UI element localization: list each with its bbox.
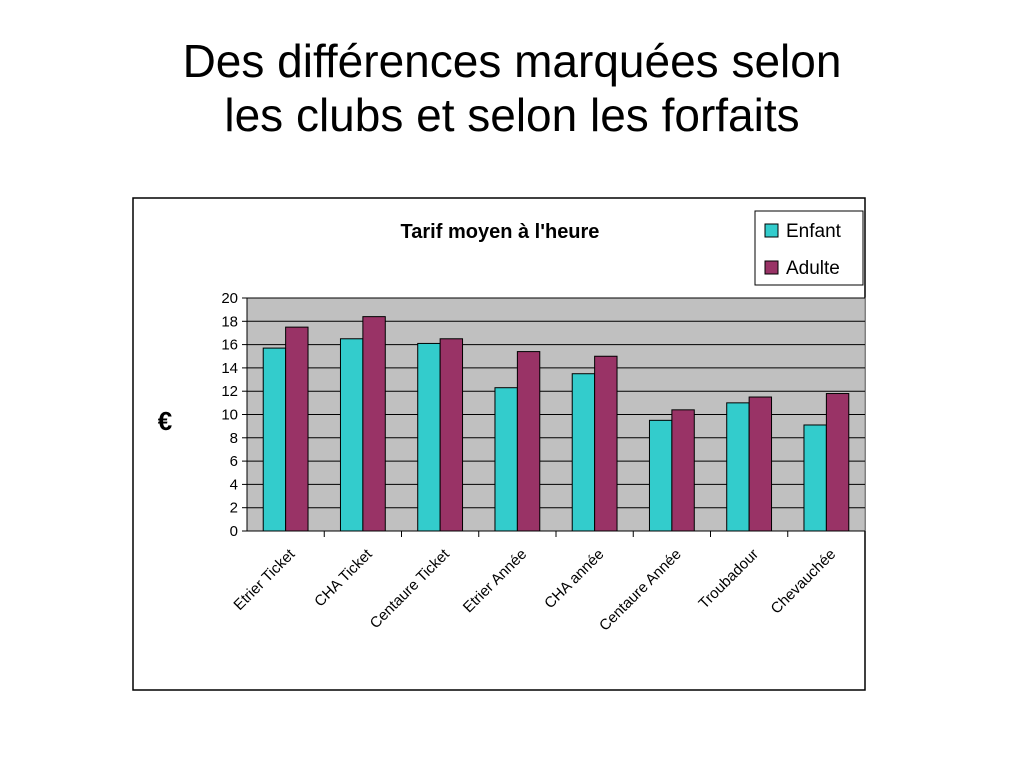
y-tick-label: 16 [221, 337, 238, 354]
bar-adulte-3 [439, 338, 464, 532]
y-tick-label: 18 [221, 313, 238, 330]
bar-enfant-6 [648, 419, 673, 532]
y-tick-label: 2 [230, 500, 238, 517]
bar-enfant-3 [417, 342, 441, 532]
bar-adulte-8 [825, 393, 850, 532]
y-tick-label: 0 [230, 523, 238, 540]
y-axis-label: € [158, 406, 172, 436]
slide-title: Des différences marquées selon les clubs… [0, 34, 1024, 142]
bar-enfant-7 [726, 402, 750, 532]
bar-enfant-5 [571, 373, 596, 532]
bar-enfant-4 [494, 387, 518, 532]
bar-adulte-1 [285, 326, 309, 532]
slide-title-line-1: Des différences marquées selon [182, 35, 842, 87]
legend-label-enfant: Enfant [786, 221, 842, 242]
bar-adulte-2 [362, 316, 386, 532]
y-tick-label: 6 [230, 453, 238, 470]
bar-enfant-2 [339, 338, 364, 532]
y-tick-label: 8 [230, 430, 238, 447]
legend-swatch-enfant [764, 223, 779, 238]
y-tick-label: 14 [221, 360, 238, 377]
bar-enfant-8 [803, 424, 827, 532]
legend: Enfant Adulte [754, 210, 864, 286]
chart-title: Tarif moyen à l'heure [401, 221, 600, 243]
y-tick-label: 12 [221, 383, 238, 400]
bar-adulte-5 [594, 355, 618, 532]
bar-enfant-1 [262, 347, 287, 532]
y-tick-label: 10 [221, 407, 238, 424]
y-tick-label: 4 [230, 476, 238, 493]
y-tick-label: 20 [221, 290, 238, 307]
bar-adulte-6 [671, 409, 695, 532]
legend-label-adulte: Adulte [786, 258, 840, 279]
slide-title-line-2: les clubs et selon les forfaits [224, 89, 800, 141]
bar-adulte-7 [748, 396, 773, 532]
bar-adulte-4 [516, 351, 541, 532]
legend-swatch-adulte [764, 260, 779, 275]
